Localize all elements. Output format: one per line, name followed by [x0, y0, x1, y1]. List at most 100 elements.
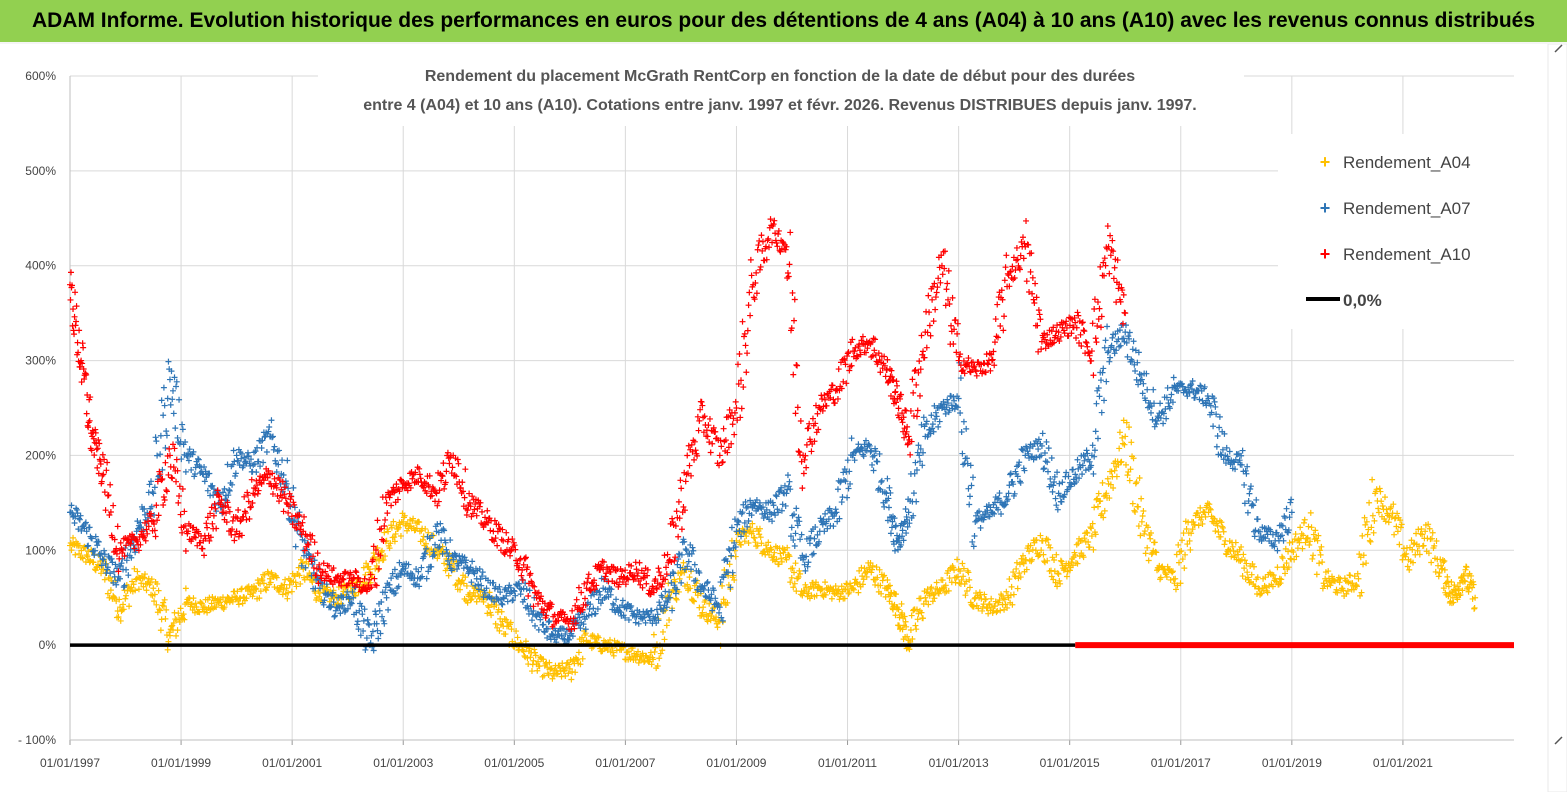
data-point-dense [72, 289, 78, 295]
data-point-dense [246, 499, 252, 505]
data-point-dense [440, 460, 446, 466]
y-tick-label: - 100% [18, 733, 56, 747]
data-point-dense [1078, 332, 1084, 338]
data-point-dense [153, 534, 159, 540]
data-point-dense [1140, 508, 1146, 514]
data-point-dense [168, 402, 174, 408]
data-point-dense [1118, 459, 1124, 465]
data-point-dense [830, 523, 836, 529]
data-point-dense [649, 608, 655, 614]
data-point-dense [1421, 543, 1427, 549]
data-point-dense [1371, 518, 1377, 524]
data-point-dense [652, 649, 658, 655]
data-point-dense [361, 618, 367, 624]
data-point-dense [726, 546, 732, 552]
data-point-dense [1093, 428, 1099, 434]
data-point-dense [1245, 510, 1251, 516]
data-point-dense [729, 525, 735, 531]
data-point-dense [633, 620, 639, 626]
data-point-dense [1109, 335, 1115, 341]
data-point-dense [1146, 558, 1152, 564]
data-point-dense [1074, 325, 1080, 331]
data-point-dense [903, 506, 909, 512]
data-point-dense [532, 623, 538, 629]
data-point-dense [1106, 359, 1112, 365]
data-point-dense [469, 558, 475, 564]
data-point-dense [165, 647, 171, 653]
data-point-dense [829, 596, 835, 602]
data-point-dense [987, 368, 993, 374]
data-point-dense [929, 297, 935, 303]
data-point-dense [1174, 552, 1180, 558]
data-point-dense [963, 426, 969, 432]
data-point-dense [173, 383, 179, 389]
data-point-dense [1163, 416, 1169, 422]
data-point-dense [162, 403, 168, 409]
data-point-dense [204, 525, 210, 531]
data-point-dense [158, 433, 164, 439]
data-point-dense [377, 608, 383, 614]
data-point-dense [1096, 306, 1102, 312]
data-point-dense [589, 612, 595, 618]
data-point-dense [1171, 375, 1177, 381]
x-tick-label: 01/01/2009 [706, 756, 766, 770]
data-point-dense [680, 560, 686, 566]
data-point-dense [374, 628, 380, 634]
data-point-dense [696, 428, 702, 434]
data-point-dense [1214, 444, 1220, 450]
data-point [717, 452, 723, 458]
data-point-dense [900, 419, 906, 425]
data-point-dense [154, 453, 160, 459]
data-point-dense [446, 573, 452, 579]
data-point-dense [164, 432, 170, 438]
data-point-dense [536, 627, 542, 633]
data-point-dense [118, 540, 124, 546]
data-point-dense [790, 372, 796, 378]
data-point-dense [1130, 346, 1136, 352]
data-point-dense [1030, 275, 1036, 281]
data-point-dense [1023, 218, 1029, 224]
data-point-dense [869, 462, 875, 468]
data-point-dense [613, 596, 619, 602]
data-point-dense [664, 622, 670, 628]
data-point-dense [1031, 300, 1037, 306]
data-point-dense [163, 487, 169, 493]
data-point-dense [917, 393, 923, 399]
data-point-dense [1040, 430, 1046, 436]
x-tick-label: 01/01/2011 [818, 756, 877, 770]
data-point-dense [1131, 508, 1137, 514]
data-point-dense [69, 502, 75, 508]
data-point-dense [1197, 382, 1203, 388]
data-point-dense [1037, 533, 1043, 539]
data-point-dense [271, 447, 277, 453]
data-point-dense [1368, 539, 1374, 545]
data-point-dense [896, 405, 902, 411]
data-point-dense [143, 587, 149, 593]
data-point-dense [1215, 433, 1221, 439]
data-point-dense [692, 562, 698, 568]
data-point-dense [382, 517, 388, 523]
data-point-dense [836, 366, 842, 372]
data-point-dense [950, 341, 956, 347]
data-point-dense [1168, 392, 1174, 398]
data-point-dense [803, 465, 809, 471]
data-point-dense [1150, 387, 1156, 393]
data-point-dense [190, 595, 196, 601]
data-point-dense [462, 495, 468, 501]
data-point-dense [1046, 445, 1052, 451]
data-point-dense [1347, 572, 1353, 578]
data-point-dense [1000, 327, 1006, 333]
data-point-dense [576, 649, 582, 655]
data-point-dense [530, 662, 536, 668]
data-point-dense [1140, 513, 1146, 519]
data-point-dense [669, 516, 675, 522]
data-point-dense [755, 247, 761, 253]
data-point-dense [87, 524, 93, 530]
data-point-dense [164, 488, 170, 494]
data-point-dense [1064, 573, 1070, 579]
data-point-dense [271, 444, 277, 450]
data-point-dense [978, 525, 984, 531]
data-point-dense [1056, 481, 1062, 487]
data-point-dense [957, 410, 963, 416]
data-point-dense [171, 410, 177, 416]
